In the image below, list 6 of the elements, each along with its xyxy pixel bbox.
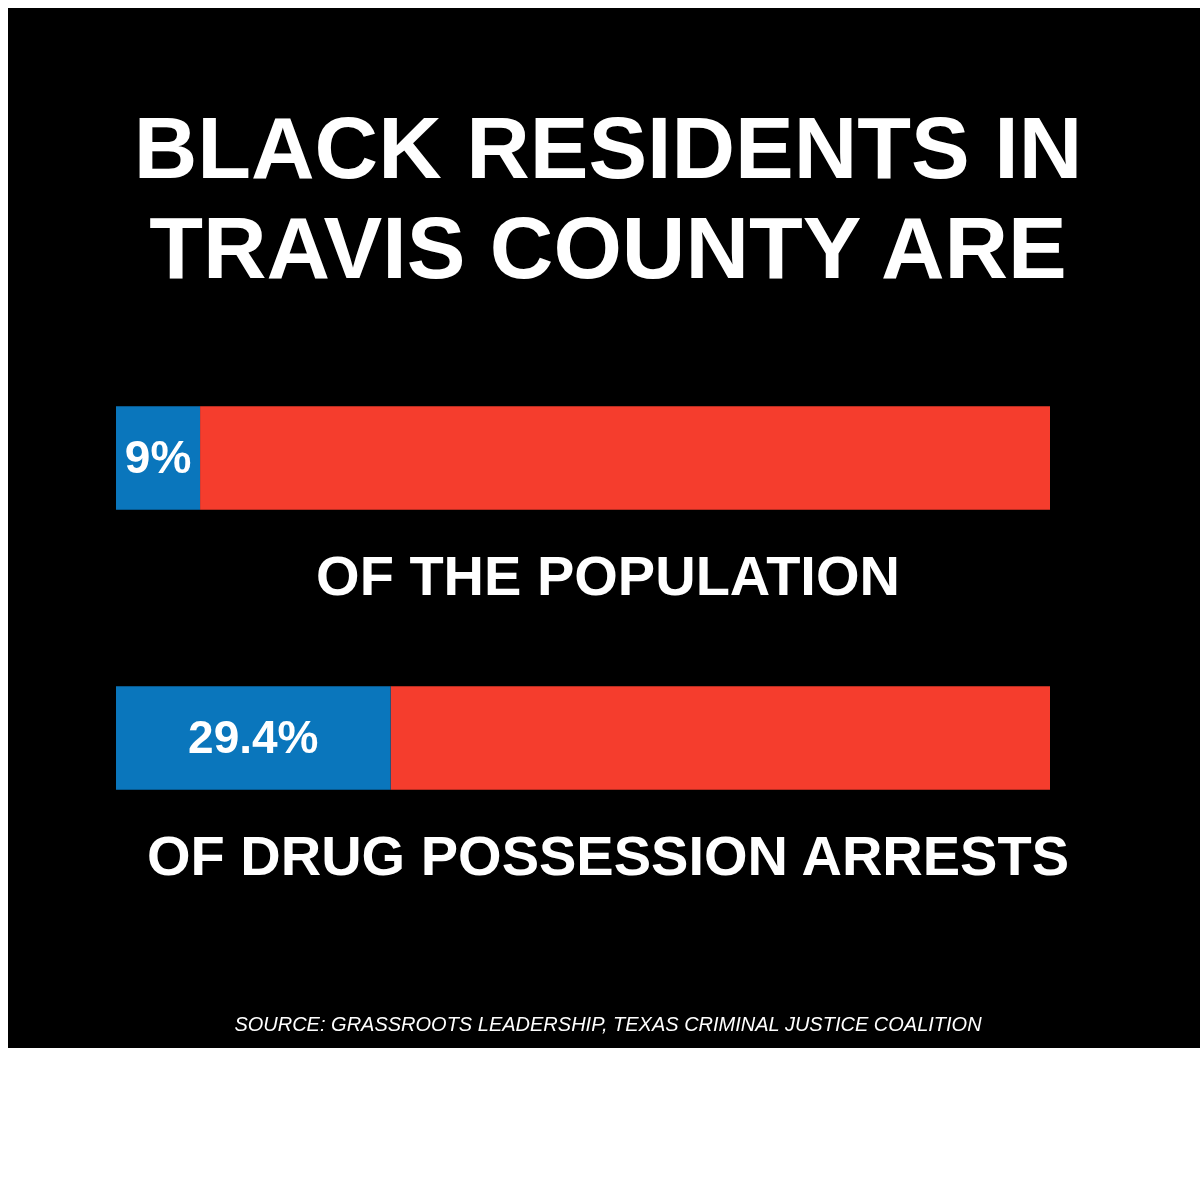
- y-tick-label: OF THE POPULATION: [315, 544, 901, 608]
- y-tick-label: OF DRUG POSSESSION ARRESTS: [145, 824, 1071, 888]
- chart-title: BLACK RESIDENTS IN TRAVIS COUNTY ARE: [132, 98, 1084, 298]
- data-label: 29.4%: [188, 710, 319, 763]
- source-note: SOURCE: GRASSROOTS LEADERSHIP, TEXAS CRIMINAL JUSTICE COALITION: [233, 1012, 983, 1036]
- data-label: 9%: [124, 430, 192, 483]
